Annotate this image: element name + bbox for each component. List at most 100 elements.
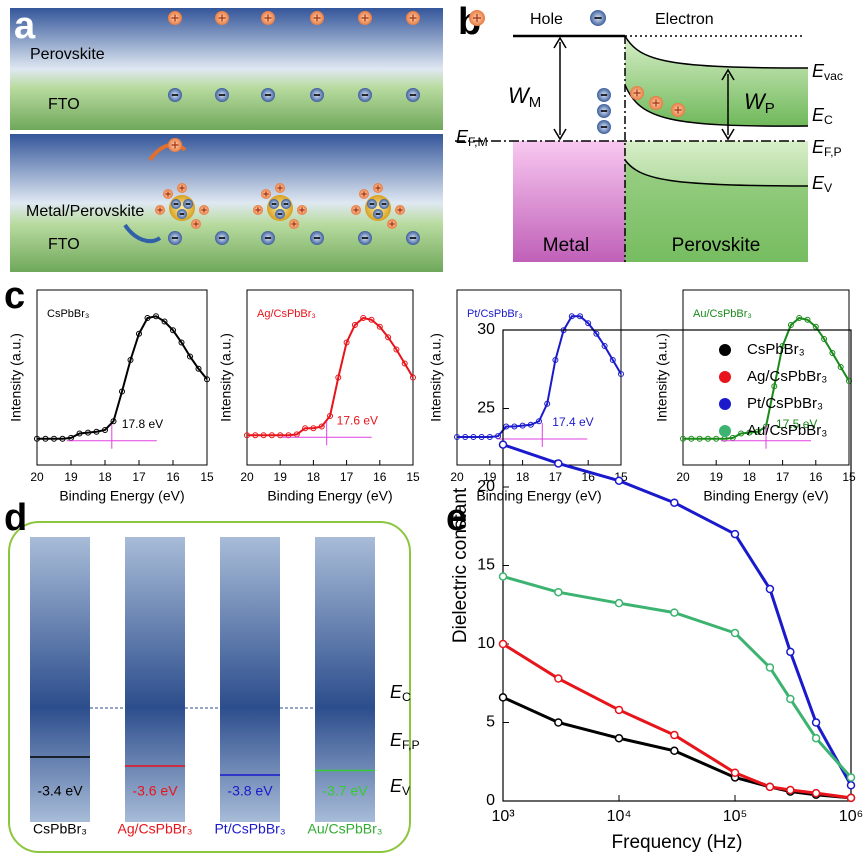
point — [252, 432, 259, 439]
point — [335, 374, 342, 381]
x-tick-label: 10⁵ — [723, 808, 747, 825]
y-axis-label: Dielectric constant — [450, 487, 471, 643]
sign — [353, 207, 359, 213]
point — [244, 432, 250, 439]
sample-name: Au/CsPbBr₃ — [308, 821, 383, 837]
band-edge — [624, 35, 809, 69]
point — [821, 336, 828, 342]
point — [765, 584, 775, 594]
point — [51, 435, 57, 442]
x-tick-label: 19 — [64, 470, 78, 484]
label: FTO — [48, 236, 80, 253]
point — [704, 435, 711, 442]
point — [670, 498, 679, 507]
panel-d: d -3.4 eV CsPbBr₃ -3.6 eV Ag/CsPbBr₃ -3.8 eV… — [4, 497, 420, 853]
point — [310, 425, 317, 432]
x-tick-label: 17 — [776, 470, 790, 484]
level-label: -3.8 eV — [227, 783, 273, 799]
panel-b: b Hole Electron Metal Perovskite WMEF,ME… — [455, 1, 843, 262]
band — [625, 36, 808, 127]
symbol-sub: F,P — [824, 145, 842, 159]
plot-frame — [456, 289, 622, 466]
symbol-sub: V — [824, 181, 833, 195]
point — [609, 357, 616, 363]
plot-frame — [36, 289, 208, 466]
point — [829, 350, 836, 356]
point — [376, 323, 383, 330]
point — [786, 785, 795, 795]
point — [552, 357, 559, 363]
point — [360, 315, 367, 321]
point — [730, 529, 740, 539]
panel-letter: d — [4, 497, 27, 539]
sign — [633, 89, 641, 97]
point — [786, 694, 795, 704]
chart-title: Ag/CsPbBr₃ — [257, 308, 316, 320]
symbol-label: EF,P — [812, 137, 842, 160]
symbol-label: EC — [390, 682, 411, 705]
x-tick-label: 20 — [450, 470, 464, 484]
band-edge — [624, 159, 809, 187]
sign — [171, 14, 179, 22]
point — [498, 639, 508, 649]
layer-box — [10, 8, 443, 130]
point — [811, 788, 821, 798]
point — [688, 435, 695, 442]
y-tick-label: 15 — [477, 557, 495, 574]
symbol-sub: P — [765, 100, 775, 117]
symbol-main: W — [508, 83, 531, 108]
sign — [674, 106, 682, 114]
point — [614, 705, 624, 715]
panel-letter: a — [14, 5, 36, 47]
symbol-sub: F,P — [402, 738, 420, 752]
sign — [409, 14, 417, 22]
x-tick-label: 18 — [307, 470, 321, 484]
valence-band — [315, 707, 375, 822]
point — [811, 718, 821, 727]
legend-marker — [719, 398, 731, 410]
point — [846, 781, 856, 790]
point — [601, 343, 608, 349]
point — [511, 423, 518, 430]
point — [136, 330, 142, 337]
cutoff-label: 17.4 eV — [552, 415, 593, 429]
point — [343, 339, 350, 346]
valence-band — [30, 707, 90, 822]
point — [804, 316, 811, 323]
symbol-label: WM — [508, 83, 541, 111]
conduction-band — [220, 537, 280, 708]
level-label: -3.4 eV — [37, 783, 83, 799]
frame — [8, 521, 411, 853]
sign — [157, 207, 163, 213]
symbol-label: Evac — [812, 61, 843, 84]
point — [110, 418, 117, 425]
point — [144, 315, 151, 321]
point — [519, 422, 526, 429]
panel-letter: c — [4, 275, 25, 317]
point — [568, 313, 575, 320]
metal-box — [513, 141, 625, 262]
point — [161, 318, 168, 325]
point — [59, 435, 66, 442]
cutoff-label: 17.8 eV — [122, 417, 163, 431]
x-tick-label: 17 — [549, 470, 563, 484]
point — [351, 322, 358, 328]
point — [470, 434, 477, 440]
band — [625, 160, 808, 262]
sign — [291, 221, 297, 227]
x-tick-label: 19 — [710, 470, 724, 484]
point — [187, 353, 193, 360]
point — [765, 663, 775, 672]
sign — [375, 185, 381, 191]
point — [503, 423, 510, 430]
point — [454, 434, 460, 440]
point — [385, 334, 392, 341]
point — [730, 768, 740, 777]
point — [754, 428, 761, 435]
x-tick-label: 20 — [30, 470, 44, 484]
x-tick-label: 10³ — [491, 808, 515, 825]
x-axis-label: Frequency (Hz) — [612, 832, 743, 853]
point — [765, 782, 775, 792]
sample-name: Pt/CsPbBr₃ — [214, 821, 285, 837]
